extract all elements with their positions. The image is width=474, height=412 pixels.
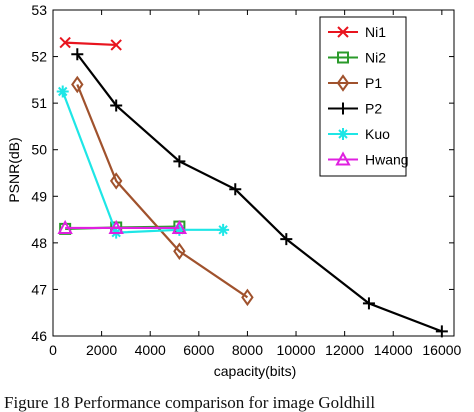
y-tick-label: 48 xyxy=(31,235,47,251)
data-point-kuo xyxy=(173,223,186,236)
x-tick-label: 2000 xyxy=(86,342,117,358)
legend-box xyxy=(319,16,407,177)
data-point-kuo xyxy=(56,85,69,98)
y-tick-label: 49 xyxy=(31,188,47,204)
x-tick-label: 8000 xyxy=(232,342,263,358)
y-tick-label: 51 xyxy=(31,95,47,111)
legend-marker-p1 xyxy=(336,74,350,92)
y-axis-label: PSNR(dB) xyxy=(6,137,22,202)
axis-ticks: 0 2000 4000 6000 8000 10000 12000 14000 16000 46 4… xyxy=(31,2,461,358)
data-point-p1 xyxy=(109,172,123,190)
x-tick-label: 6000 xyxy=(183,342,214,358)
data-point-p1 xyxy=(241,288,254,307)
data-point-p1 xyxy=(173,242,186,260)
legend-marker-hwang xyxy=(335,151,351,166)
legend-label-hwang: Hwang xyxy=(365,152,409,168)
y-tick-label: 47 xyxy=(31,281,47,297)
series-line-p1 xyxy=(76,84,249,299)
psnr-capacity-chart: 0 2000 4000 6000 8000 10000 12000 14000 16000 46 4… xyxy=(6,2,462,379)
data-point-p2 xyxy=(362,297,375,310)
data-point-hwang xyxy=(57,219,73,234)
data-point-p2 xyxy=(229,183,242,196)
x-tick-label: 14000 xyxy=(374,342,413,358)
data-point-ni1 xyxy=(59,36,71,49)
data-point-kuo xyxy=(217,223,230,236)
data-point-p2 xyxy=(280,233,293,246)
data-point-hwang xyxy=(171,219,188,234)
figure-caption: Figure 18 Performance comparison for ima… xyxy=(4,394,376,412)
legend-item-ni1: Ni1 xyxy=(328,24,386,40)
legend-item-p2: P2 xyxy=(328,101,382,117)
y-tick-label: 46 xyxy=(31,328,47,344)
legend: Ni1 Ni2 P1 P2 Kuo Hwang xyxy=(319,16,409,177)
data-point-p1 xyxy=(71,75,84,94)
y-tick-label: 50 xyxy=(31,142,47,158)
x-tick-label: 10000 xyxy=(277,342,316,358)
y-tick-label: 52 xyxy=(31,49,47,65)
legend-label-p2: P2 xyxy=(365,101,382,117)
x-tick-label: 0 xyxy=(49,342,57,358)
data-point-p2 xyxy=(173,155,186,168)
series-layer xyxy=(56,36,448,338)
data-point-ni1 xyxy=(110,39,122,51)
x-tick-label: 12000 xyxy=(325,342,364,358)
legend-marker-p2 xyxy=(337,102,349,115)
x-tick-label: 16000 xyxy=(422,342,461,358)
legend-label-ni2: Ni2 xyxy=(365,50,386,66)
series-line-kuo xyxy=(61,91,224,234)
legend-item-ni2: Ni2 xyxy=(328,50,386,66)
data-point-hwang xyxy=(108,219,124,234)
legend-label-ni1: Ni1 xyxy=(365,24,386,40)
x-axis-label: capacity(bits) xyxy=(214,363,296,379)
legend-marker-ni2 xyxy=(337,51,349,64)
legend-marker-ni1 xyxy=(337,26,349,38)
x-tick-label: 4000 xyxy=(135,342,166,358)
series-line-ni1 xyxy=(65,41,117,47)
y-tick-label: 53 xyxy=(31,2,47,18)
legend-item-p1: P1 xyxy=(328,74,382,92)
legend-label-p1: P1 xyxy=(365,75,382,91)
data-point-p2 xyxy=(435,325,448,338)
legend-label-kuo: Kuo xyxy=(365,126,390,142)
data-point-p2 xyxy=(110,99,123,112)
legend-item-hwang: Hwang xyxy=(328,151,409,168)
legend-marker-kuo xyxy=(337,128,349,140)
data-point-p2 xyxy=(71,48,84,61)
legend-item-kuo: Kuo xyxy=(328,126,390,142)
